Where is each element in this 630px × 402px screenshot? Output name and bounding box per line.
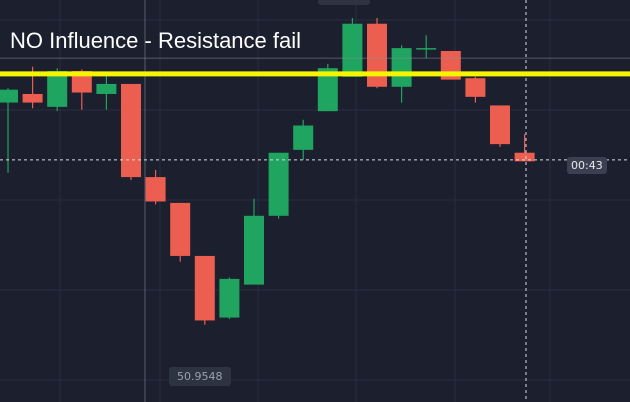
candle-body-10	[244, 215, 264, 285]
candle-body-11	[268, 152, 289, 216]
candle-body-7	[170, 202, 191, 256]
candles	[0, 18, 535, 325]
candle-body-16	[391, 48, 412, 87]
candle-body-9	[219, 278, 240, 318]
candle-body-15	[367, 23, 387, 87]
candle-body-4	[96, 83, 117, 94]
candle-body-13	[317, 68, 338, 112]
low-price-badge: 50.9548	[169, 367, 231, 386]
candle-body-5	[121, 83, 141, 178]
top-price-badge	[318, 0, 370, 5]
candle-body-3	[71, 71, 92, 93]
candle-body-8	[194, 255, 215, 321]
candle-body-6	[145, 177, 166, 202]
candle-body-1	[22, 93, 43, 103]
chart-annotation: NO Influence - Resistance fail	[10, 28, 302, 53]
candle-body-14	[342, 23, 363, 77]
candle-body-17	[416, 48, 437, 50]
candle-body-19	[465, 78, 486, 97]
candle-body-20	[490, 105, 510, 145]
candle-body-2	[47, 71, 68, 107]
candle-body-12	[293, 125, 314, 150]
candle-body-0	[0, 89, 18, 103]
countdown-badge: 00:43	[567, 157, 607, 174]
candle-body-21	[514, 152, 535, 162]
